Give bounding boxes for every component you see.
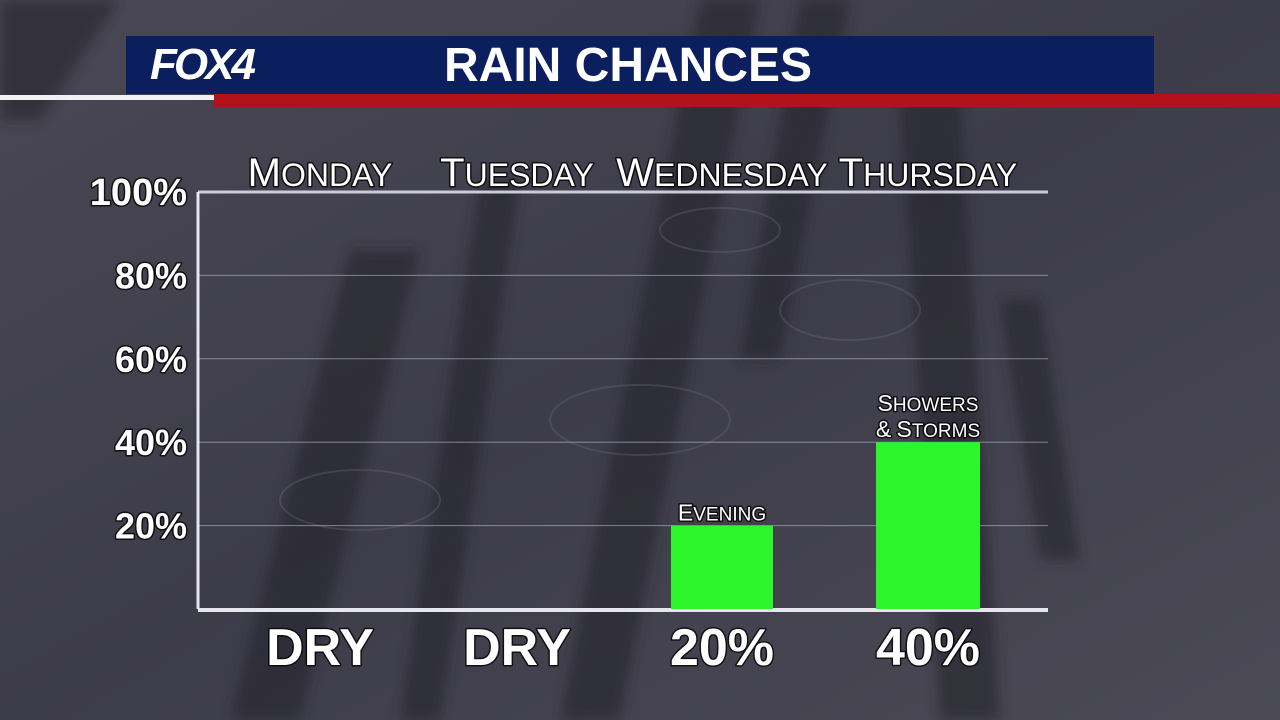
bottom-value-label: DRY bbox=[463, 619, 571, 677]
y-tick-label: 100% bbox=[90, 172, 187, 214]
bar-annotation: SHOWERS bbox=[878, 390, 979, 416]
bar-annotation: EVENING bbox=[678, 500, 766, 526]
bar-wednesday bbox=[671, 525, 773, 609]
y-tick-label: 60% bbox=[115, 339, 187, 380]
x-category-label: THURSDAY bbox=[839, 151, 1018, 195]
header-white-rule bbox=[0, 95, 214, 100]
y-tick-label: 40% bbox=[115, 422, 187, 463]
x-category-label: TUESDAY bbox=[440, 151, 594, 195]
bottom-value-label: 20% bbox=[670, 619, 774, 677]
bar-thursday bbox=[876, 442, 980, 609]
station-logo: FOX4 bbox=[150, 40, 256, 89]
x-category-label: WEDNESDAY bbox=[616, 151, 827, 195]
header-bar bbox=[126, 36, 1154, 94]
y-tick-label: 20% bbox=[115, 506, 187, 547]
bottom-value-label: 40% bbox=[876, 619, 980, 677]
bar-annotation: & STORMS bbox=[876, 416, 980, 442]
y-tick-label: 80% bbox=[115, 255, 187, 296]
page-title: RAIN CHANCES bbox=[444, 39, 813, 92]
bottom-value-label: DRY bbox=[266, 619, 374, 677]
x-category-label: MONDAY bbox=[248, 151, 393, 195]
header-red-rule bbox=[214, 94, 1280, 107]
